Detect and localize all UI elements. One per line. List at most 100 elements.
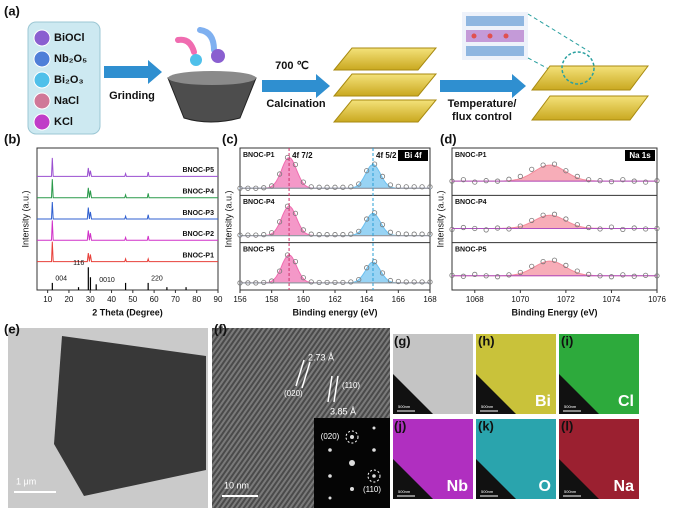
data-point [245, 232, 251, 238]
plot-frame [451, 147, 658, 291]
data-point [356, 228, 362, 234]
data-point [403, 231, 409, 237]
map-background [393, 459, 433, 499]
zoom-circle [561, 51, 595, 85]
x-tick-label: 80 [192, 295, 201, 304]
precursor-ball [33, 113, 51, 131]
x-axis-title: 2 Theta (Degree) [92, 307, 163, 317]
data-point [324, 184, 330, 190]
x-tick-label: 40 [107, 295, 116, 304]
data-point [356, 181, 362, 187]
data-point [517, 173, 523, 179]
panel-label: (g) [394, 333, 411, 348]
data-point [419, 231, 425, 237]
spacing-mark [295, 359, 305, 387]
data-point [269, 278, 275, 284]
map-background [559, 374, 599, 414]
d-spacing: 2.73 Å [308, 352, 334, 362]
x-tick-label: 1076 [648, 295, 666, 304]
data-point [348, 231, 354, 237]
x-axis-title: Binding Energy (eV) [511, 307, 597, 317]
data-point [340, 184, 346, 190]
data-point [364, 168, 370, 174]
element-label: Bi [535, 393, 551, 410]
y-axis-title: Intensity (a.u.) [20, 190, 30, 247]
data-point [300, 275, 306, 281]
data-point [563, 168, 569, 174]
reference-label: 116 [73, 260, 84, 267]
x-tick-label: 158 [265, 295, 279, 304]
sample-label: BNOC-P1 [243, 152, 275, 159]
data-point [631, 178, 637, 184]
fit-peak [240, 261, 430, 284]
panel-label: (e) [4, 321, 20, 336]
badge-label: Bi 4f [404, 151, 422, 160]
step-label: 700 ℃ [275, 60, 309, 72]
data-point [395, 183, 401, 189]
reference-label: 220 [151, 276, 163, 283]
data-point [608, 224, 615, 230]
sample-label: BNOC-P4 [243, 199, 275, 206]
panel-label: (a) [4, 3, 20, 18]
fit-peak [240, 254, 430, 284]
xrd-pattern [37, 201, 218, 220]
data-point [472, 179, 478, 185]
data-point [460, 224, 466, 231]
data-point [395, 278, 401, 285]
panel-label: (f) [214, 321, 227, 336]
data-point [403, 184, 409, 190]
xrd-pattern [37, 220, 218, 241]
data-point [506, 176, 512, 182]
data-point [284, 252, 291, 258]
data-point [419, 184, 425, 190]
data-point [494, 178, 501, 184]
plane: (110) [342, 381, 360, 390]
x-tick-label: 162 [328, 295, 342, 304]
data-point [460, 273, 466, 279]
spacing-mark [333, 375, 339, 403]
x-tick-label: 160 [297, 295, 311, 304]
data-point [308, 184, 314, 190]
data-point [308, 231, 314, 237]
data-point [245, 280, 251, 286]
slabs [531, 65, 649, 121]
data-point [411, 279, 417, 285]
data-point [300, 179, 306, 185]
panel-label: (d) [440, 131, 457, 146]
data-point [253, 185, 259, 191]
data-point [574, 268, 580, 274]
x-tick-label: 168 [423, 295, 437, 304]
step-label: Calcination [266, 98, 326, 110]
x-tick-label: 20 [64, 295, 73, 304]
data-point [540, 212, 546, 218]
data-point [269, 230, 275, 236]
data-point [551, 257, 558, 263]
data-point [332, 279, 338, 286]
data-point [586, 271, 592, 277]
data-point [483, 273, 489, 279]
data-point [631, 225, 637, 231]
data-point [253, 280, 259, 286]
element-label: Na [614, 478, 635, 495]
step-label: Grinding [109, 90, 155, 102]
peak-label: 4f 5/2 [376, 151, 397, 160]
data-point [292, 161, 299, 168]
scale-label: 10 nm [224, 480, 249, 490]
data-point [529, 263, 535, 269]
data-point [379, 173, 386, 179]
fft-spots [328, 426, 376, 500]
plane: (020) [284, 389, 303, 398]
x-tick-label: 70 [171, 295, 180, 304]
data-point [643, 179, 649, 185]
x-tick-label: 1074 [603, 295, 621, 304]
x-tick-label: 90 [214, 295, 223, 304]
data-point [395, 231, 401, 237]
data-point [411, 231, 417, 237]
data-point [586, 224, 592, 231]
data-point [449, 178, 455, 184]
data-point [316, 232, 322, 238]
element-label: Nb [447, 478, 469, 495]
data-point [316, 279, 322, 286]
peak-label: 4f 7/2 [292, 151, 313, 160]
data-point [276, 219, 283, 225]
